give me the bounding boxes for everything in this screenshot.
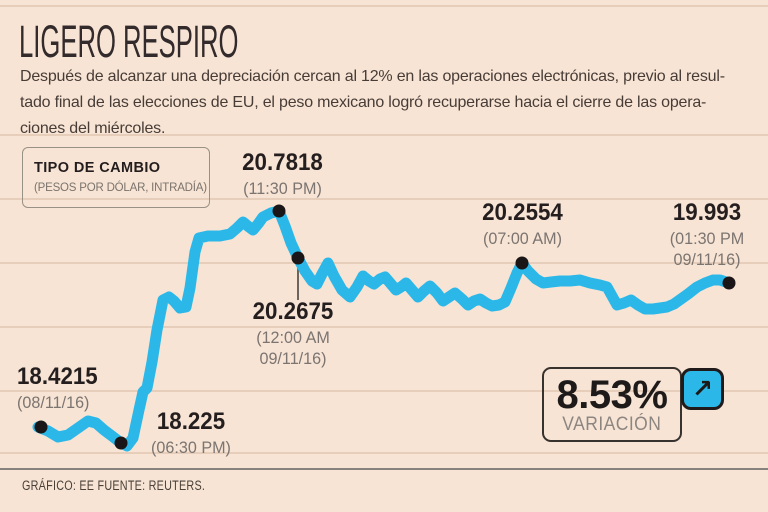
- annotation-close-time: (01:30 PM 09/11/16): [669, 229, 745, 269]
- annotation-start: 18.4215 (08/11/16): [17, 364, 127, 413]
- annotation-morning-time: (07:00 AM): [483, 229, 562, 248]
- gridline: [0, 262, 768, 264]
- annotation-low-time: (06:30 PM): [151, 438, 231, 457]
- data-point-dot: [515, 256, 529, 270]
- annotation-low: 18.225 (06:30 PM): [135, 409, 247, 458]
- footer-divider: [0, 468, 768, 470]
- data-point-dot: [34, 420, 48, 434]
- annotation-after-peak: 20.2675 (12:00 AM 09/11/16): [228, 299, 358, 369]
- gridline: [0, 452, 768, 454]
- data-point-dot: [722, 276, 736, 290]
- gridline: [0, 326, 768, 328]
- annotation-start-time: (08/11/16): [17, 393, 90, 412]
- annotation-peak-value: 20.7818: [242, 149, 323, 176]
- legend-title: TIPO DE CAMBIO: [34, 160, 161, 176]
- annotation-morning-value: 20.2554: [482, 199, 563, 226]
- annotation-morning: 20.2554 (07:00 AM): [455, 200, 590, 249]
- arrow-up-right-icon: ↗: [692, 373, 713, 403]
- annotation-low-value: 18.225: [156, 408, 226, 435]
- gridline: [0, 198, 768, 200]
- annotation-peak: 20.7818 (11:30 PM): [210, 150, 355, 199]
- gridline: [0, 134, 768, 136]
- legend-box: TIPO DE CAMBIO (PESOS POR DÓLAR, INTRADÍ…: [22, 147, 210, 208]
- annotation-close-value: 19.993: [672, 199, 742, 226]
- variation-badge: 8.53% VARIACIÓN: [542, 367, 682, 442]
- price-line-dots: [34, 204, 736, 450]
- annotation-peak-time: (11:30 PM): [243, 179, 322, 198]
- source-credit: GRÁFICO: EE FUENTE: REUTERS.: [22, 478, 206, 493]
- page-title: LIGERO RESPIRO: [19, 16, 239, 67]
- up-trend-arrow-tile: ↗: [681, 368, 724, 410]
- intro-paragraph: Después de alcanzar una depreciación cer…: [20, 68, 725, 137]
- data-point-dot: [291, 251, 305, 265]
- legend-subtitle: (PESOS POR DÓLAR, INTRADÍA): [34, 182, 207, 194]
- data-point-dot: [114, 436, 128, 450]
- variation-label: VARIACIÓN: [562, 413, 662, 435]
- annotation-after-peak-time: (12:00 AM 09/11/16): [256, 328, 330, 368]
- variation-value: 8.53%: [556, 372, 668, 417]
- annotation-close: 19.993 (01:30 PM 09/11/16): [642, 200, 768, 270]
- data-point-dot: [272, 204, 286, 218]
- annotation-after-peak-value: 20.2675: [252, 298, 334, 325]
- annotation-start-value: 18.4215: [17, 363, 98, 390]
- price-line: [32, 205, 735, 452]
- gridline: [0, 390, 768, 392]
- gridline: [0, 5, 768, 7]
